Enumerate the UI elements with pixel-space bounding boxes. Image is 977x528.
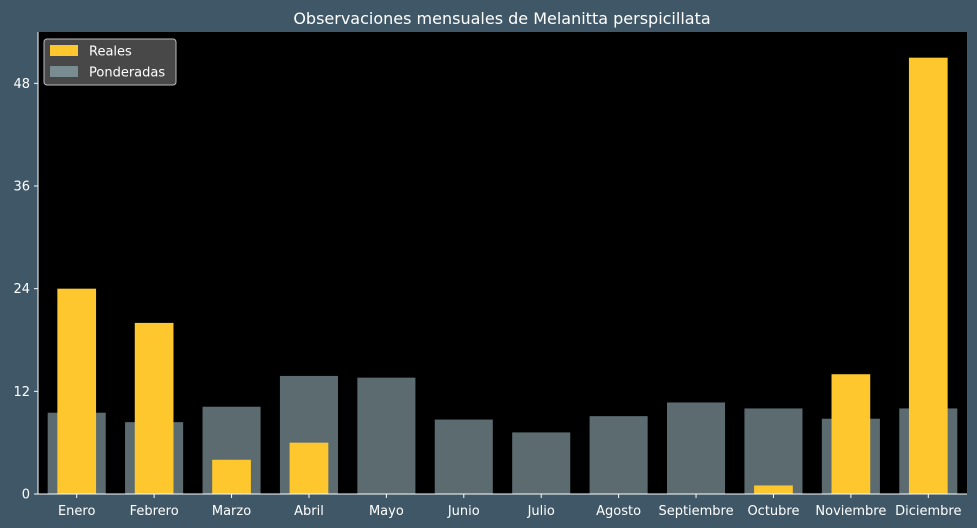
- axes: 0 12 24 36 48 Enero Febrero Marzo Abril Mayo Junio…: [13, 32, 967, 519]
- x-tick-label: Julio: [527, 504, 555, 519]
- bar-ponderadas-junio: [434, 419, 493, 494]
- bar-ponderadas-mayo: [357, 377, 416, 494]
- reales-series: [57, 57, 948, 495]
- x-tick-label: Agosto: [596, 504, 641, 519]
- bar-ponderadas-julio: [512, 432, 571, 494]
- y-tick-label: 12: [13, 385, 30, 400]
- x-tick-label: Septiembre: [658, 504, 733, 519]
- bar-reales-marzo: [212, 459, 251, 494]
- x-tick-label: Octubre: [747, 504, 799, 519]
- y-tick-label: 36: [13, 180, 30, 195]
- x-tick-label: Diciembre: [895, 504, 961, 519]
- bar-reales-noviembre: [831, 374, 871, 494]
- x-tick-label: Noviembre: [815, 504, 886, 519]
- x-tick-label: Junio: [447, 504, 480, 519]
- bar-reales-enero: [57, 288, 97, 494]
- legend-swatch-reales: [50, 45, 78, 56]
- bar-reales-febrero: [134, 322, 174, 494]
- y-tick-label: 48: [13, 77, 30, 92]
- bar-ponderadas-octubre: [744, 408, 803, 494]
- x-tick-label: Abril: [294, 504, 324, 519]
- bar-reales-octubre: [754, 485, 793, 494]
- x-tick-label: Febrero: [130, 504, 179, 519]
- bar-ponderadas-septiembre: [667, 402, 726, 494]
- bar-reales-diciembre: [908, 57, 948, 495]
- legend-label-reales: Reales: [89, 45, 132, 60]
- y-tick-label: 0: [22, 488, 30, 503]
- bar-reales-abril: [289, 442, 329, 494]
- chart-title: Observaciones mensuales de Melanitta per…: [293, 9, 710, 28]
- y-tick-label: 24: [13, 282, 30, 297]
- plot-area: [38, 32, 967, 494]
- x-tick-label: Mayo: [369, 504, 404, 519]
- x-tick-label: Marzo: [212, 504, 251, 519]
- legend-label-ponderadas: Ponderadas: [89, 66, 165, 81]
- legend-swatch-ponderadas: [50, 66, 78, 77]
- bar-ponderadas-agosto: [589, 416, 648, 494]
- legend: Reales Ponderadas: [43, 38, 177, 86]
- x-tick-label: Enero: [58, 504, 96, 519]
